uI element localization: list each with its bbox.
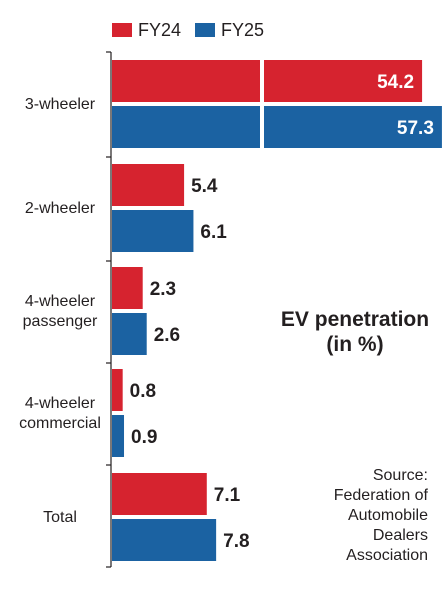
bar-fy25 [112, 415, 125, 457]
bar-fy25 [112, 106, 442, 148]
bar-fy24 [112, 369, 123, 411]
category-label: 2-wheeler [25, 200, 96, 217]
category-label: 3-wheeler [25, 96, 96, 113]
category-label: Total [43, 509, 77, 526]
chart-title-line-1: EV penetration [280, 308, 430, 331]
category-label: 4-wheeler [25, 293, 96, 310]
category-label: commercial [19, 415, 101, 432]
category-label: 4-wheeler [25, 395, 96, 412]
legend-item-fy25: FY25 [195, 20, 264, 40]
bar-fy25 [112, 313, 147, 355]
value-label: 6.1 [200, 222, 227, 243]
value-label: 2.3 [150, 279, 176, 300]
bar-fy24 [112, 60, 423, 102]
axis-break-gap [260, 58, 264, 104]
legend-label-fy25: FY25 [221, 20, 265, 40]
value-label: 2.6 [154, 325, 180, 346]
source-note: Source: Federation of Automobile Dealers… [300, 466, 428, 566]
bar-fy25 [112, 210, 194, 252]
source-line-3: Automobile [347, 507, 428, 524]
value-label: 7.8 [223, 531, 249, 552]
value-label: 57.3 [397, 118, 434, 139]
category-label: passenger [23, 313, 98, 330]
source-line-4: Dealers [372, 527, 428, 544]
legend-item-fy24: FY24 [112, 20, 181, 40]
value-label: 54.2 [377, 72, 414, 93]
legend-label-fy24: FY24 [138, 20, 182, 40]
value-label: 7.1 [214, 485, 241, 506]
chart-title-line-2: (in %) [326, 333, 384, 356]
value-label: 5.4 [191, 176, 218, 197]
legend-swatch-fy24 [112, 23, 132, 37]
legend-swatch-fy25 [195, 23, 216, 37]
value-label: 0.9 [131, 427, 157, 448]
source-line-2: Federation of [333, 487, 428, 504]
bar-fy24 [112, 473, 207, 515]
source-line-1: Source: [372, 467, 428, 484]
bar-fy25 [112, 519, 217, 561]
legend: FY24 FY25 [112, 20, 264, 40]
axis-break-gap [260, 104, 264, 150]
source-line-5: Association [346, 547, 428, 564]
bar-fy24 [112, 267, 143, 309]
chart-title: EV penetration (in %) [270, 307, 440, 357]
bar-fy24 [112, 164, 185, 206]
value-label: 0.8 [130, 381, 156, 402]
